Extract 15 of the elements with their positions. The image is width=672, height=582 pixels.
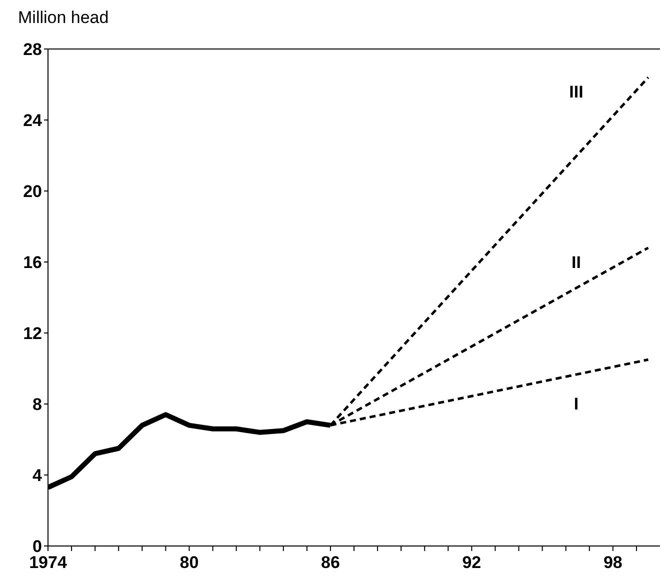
- y-axis-title: Million head: [18, 8, 109, 28]
- y-tick-label: 20: [23, 182, 42, 202]
- series-label: III: [569, 82, 584, 102]
- y-tick-label: 4: [32, 466, 43, 486]
- y-tick-label: 8: [32, 395, 42, 414]
- y-tick-label: 12: [23, 324, 42, 344]
- x-tick-label: 92: [462, 553, 482, 572]
- x-tick-label: 86: [321, 553, 340, 572]
- x-tick-label: 80: [180, 553, 199, 572]
- x-tick-label: 98: [603, 553, 622, 572]
- y-tick-label: 24: [23, 111, 43, 130]
- y-tick-label: 16: [23, 253, 42, 272]
- series-label: I: [574, 394, 579, 414]
- y-tick-label: 28: [23, 40, 42, 60]
- series-label: II: [572, 252, 581, 272]
